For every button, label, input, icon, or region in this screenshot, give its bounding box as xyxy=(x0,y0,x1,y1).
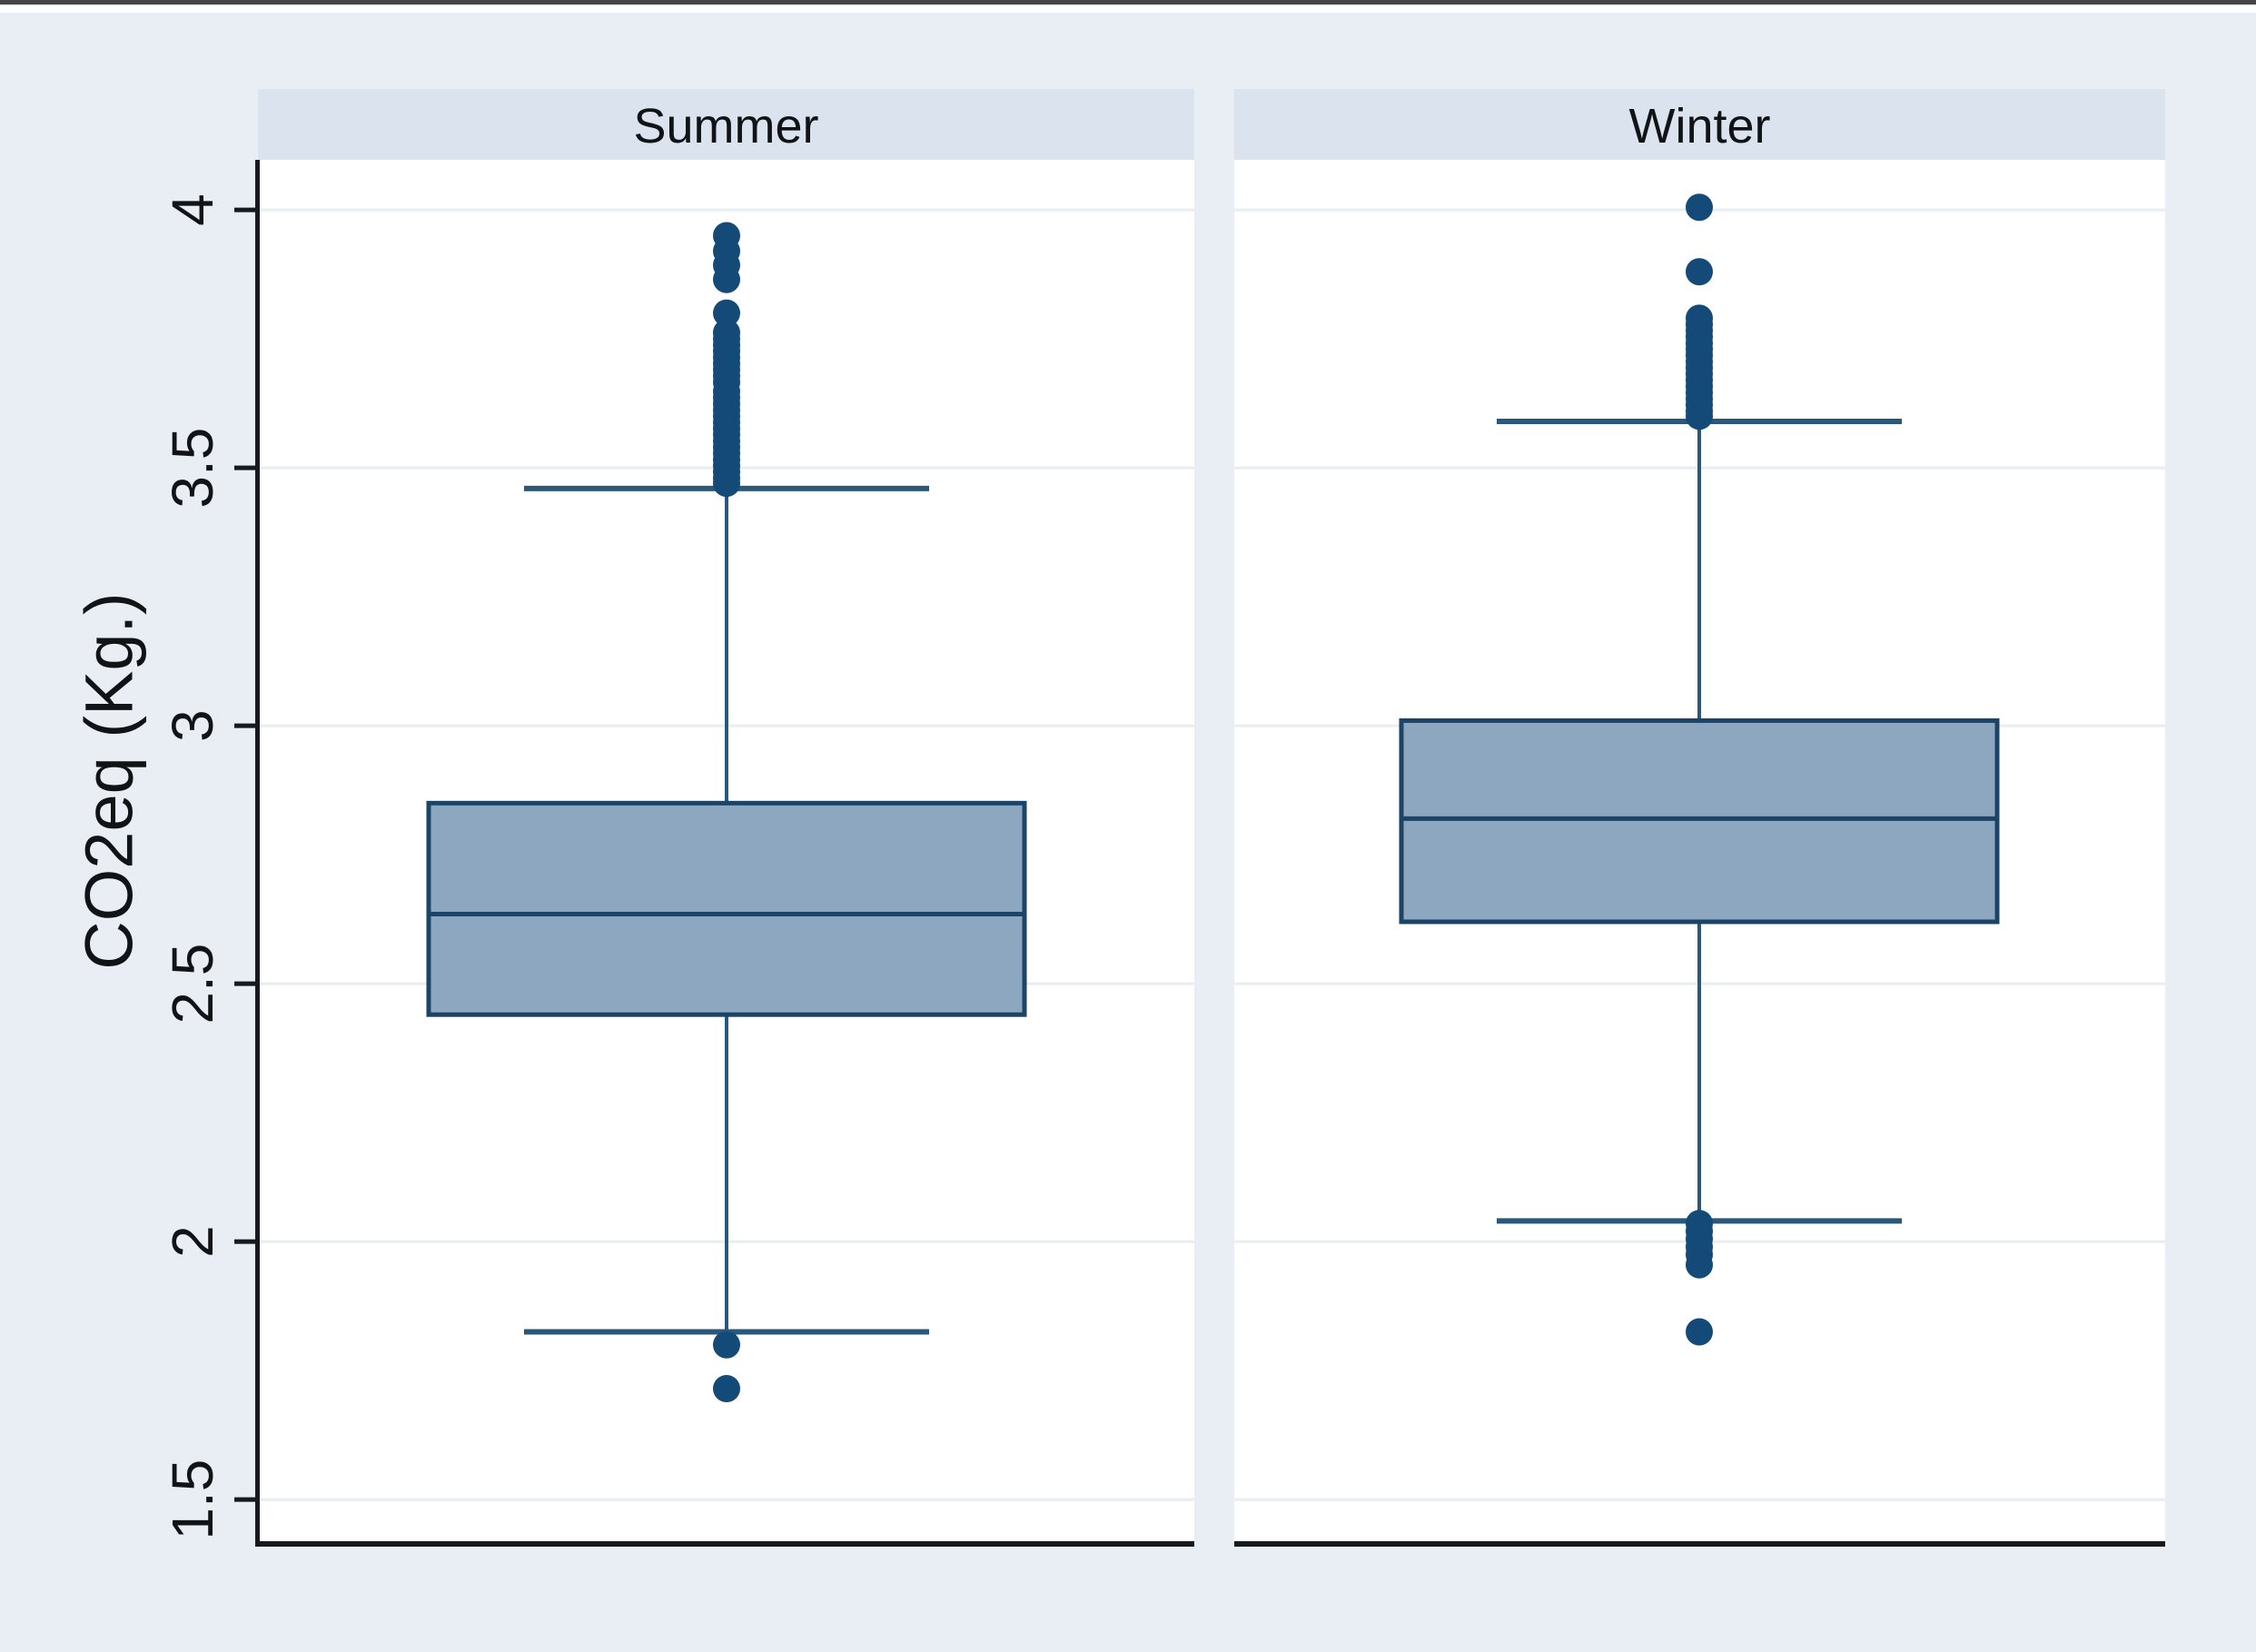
y-tick-label: 3.5 xyxy=(160,428,225,509)
panel-title: Winter xyxy=(1628,99,1770,153)
figure-top-border xyxy=(0,0,2256,5)
y-tick-label: 3 xyxy=(160,709,225,742)
panel-title: Summer xyxy=(633,99,818,153)
y-axis: 4 3.5 3 2.5 2 1.5 CO2eq (Kg.) xyxy=(72,160,260,1547)
outlier-dot xyxy=(713,299,740,327)
y-tick-label: 1.5 xyxy=(160,1459,225,1540)
outlier-dot xyxy=(713,1375,740,1403)
outlier-dot xyxy=(1686,1318,1713,1346)
top-white-strip xyxy=(0,4,2256,13)
outlier-dot xyxy=(713,265,740,293)
y-axis-ticks: 4 3.5 3 2.5 2 1.5 xyxy=(160,193,257,1540)
panel-summer: Summer xyxy=(255,89,1194,1547)
panel-header xyxy=(258,89,1194,160)
outlier-dot xyxy=(1686,1251,1713,1279)
outlier-dot xyxy=(713,470,740,498)
panel-winter: Winter xyxy=(1234,89,2165,1547)
panel-header xyxy=(1234,89,2165,160)
panels-group: Summer Winter xyxy=(255,89,2165,1547)
y-tick-label: 4 xyxy=(160,193,225,226)
iqr-box xyxy=(1399,717,2000,925)
outlier-dot xyxy=(1686,193,1713,222)
y-tick-label: 2 xyxy=(160,1225,225,1258)
outlier-dot xyxy=(713,1331,740,1359)
outlier-dot xyxy=(1686,402,1713,430)
iqr-box xyxy=(426,800,1027,1017)
y-axis-title: CO2eq (Kg.) xyxy=(72,592,147,969)
outlier-dot xyxy=(1686,258,1713,286)
y-tick-label: 2.5 xyxy=(160,944,225,1024)
